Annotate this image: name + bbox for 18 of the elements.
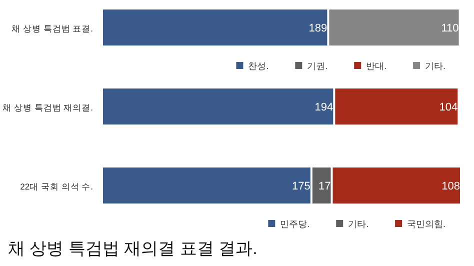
legend-label: 기권. [307, 61, 328, 71]
legend-label: 기타. [425, 61, 446, 71]
data-label: 189 [308, 22, 328, 34]
data-label: 108 [442, 180, 460, 192]
category-label: 22대 국회 의석 수. [20, 182, 93, 192]
data-label: 194 [314, 102, 334, 114]
category-label: 채 상병 특검법 표결. [12, 24, 93, 34]
data-label: 175 [292, 180, 310, 192]
legend-label: 찬성. [248, 61, 269, 71]
text: 채 상병 특검법 재의결 표결 결과. [8, 239, 258, 258]
legend-label: 민주당. [280, 219, 310, 229]
legend-label: 국민의힘. [407, 219, 446, 229]
data-label: 17 [318, 180, 331, 192]
data-label: 110 [441, 22, 459, 34]
data-label: 104 [439, 102, 458, 114]
legend-label: 기타. [348, 219, 369, 229]
category-label: 채 상병 특검법 재의결. [2, 102, 93, 112]
legend-label: 반대. [366, 61, 387, 71]
